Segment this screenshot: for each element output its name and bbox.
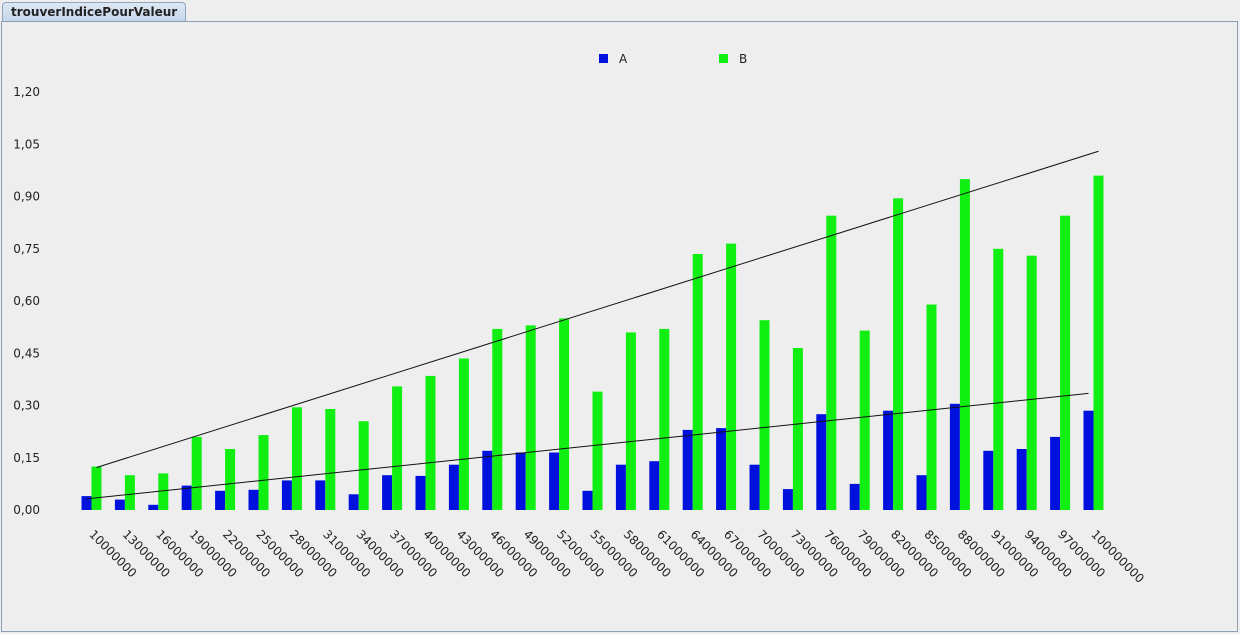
bar-b bbox=[993, 248, 1004, 511]
bar-b bbox=[91, 466, 102, 510]
y-tick-label: 0,30 bbox=[13, 399, 40, 413]
bar-a bbox=[448, 464, 459, 510]
bar-a bbox=[782, 489, 793, 510]
bar-a bbox=[716, 428, 727, 510]
bar-b bbox=[492, 328, 503, 510]
bar-b bbox=[792, 348, 803, 510]
bar-b bbox=[893, 198, 904, 511]
bar-b bbox=[1093, 175, 1104, 510]
bar-a bbox=[816, 414, 827, 510]
bar-a bbox=[916, 475, 927, 510]
bar-a bbox=[382, 475, 393, 510]
bar-b bbox=[425, 375, 436, 510]
bar-a bbox=[1016, 449, 1027, 510]
bar-a bbox=[615, 464, 626, 510]
bar-b bbox=[726, 243, 737, 510]
bar-a bbox=[114, 499, 125, 510]
bar-a bbox=[883, 410, 894, 510]
bar-a bbox=[315, 480, 326, 510]
bar-a bbox=[849, 483, 860, 510]
bar-a bbox=[215, 490, 226, 510]
legend-swatch-b bbox=[719, 54, 728, 63]
y-tick-label: 0,15 bbox=[13, 451, 40, 465]
bar-a bbox=[482, 450, 493, 510]
legend-label-b: B bbox=[739, 52, 747, 66]
bar-b bbox=[659, 328, 670, 510]
bar-a bbox=[148, 504, 159, 510]
bar-b bbox=[859, 330, 870, 510]
bar-b bbox=[458, 358, 469, 510]
bar-b bbox=[1026, 255, 1037, 510]
bar-a bbox=[415, 475, 426, 510]
bar-a bbox=[549, 452, 560, 510]
y-tick-label: 0,45 bbox=[13, 346, 40, 360]
bar-b bbox=[358, 421, 369, 510]
bar-a bbox=[81, 496, 92, 510]
bar-b bbox=[559, 318, 570, 510]
y-tick-label: 0,75 bbox=[13, 242, 40, 256]
bar-a bbox=[949, 403, 960, 510]
bar-a bbox=[749, 464, 760, 510]
y-tick-label: 1,20 bbox=[13, 85, 40, 99]
trendline-b bbox=[96, 150, 1099, 468]
bar-b bbox=[592, 391, 603, 510]
legend-swatch-a bbox=[599, 54, 608, 63]
bar-b bbox=[525, 325, 536, 510]
bar-b bbox=[926, 304, 937, 510]
bar-a bbox=[582, 490, 593, 510]
bar-b bbox=[258, 435, 269, 510]
bar-b bbox=[392, 386, 403, 510]
y-tick-label: 0,90 bbox=[13, 190, 40, 204]
bar-b bbox=[959, 179, 970, 510]
tab-title: trouverIndicePourValeur bbox=[11, 5, 178, 19]
bar-b bbox=[158, 473, 169, 510]
y-tick-label: 0,60 bbox=[13, 294, 40, 308]
bar-b bbox=[1060, 215, 1071, 510]
bar-a bbox=[682, 429, 693, 510]
bar-b bbox=[826, 215, 837, 510]
bar-a bbox=[281, 480, 292, 510]
legend-label-a: A bbox=[619, 52, 628, 66]
bar-a bbox=[248, 489, 259, 510]
bar-a bbox=[181, 485, 192, 510]
y-tick-label: 0,00 bbox=[13, 503, 40, 517]
bar-a bbox=[348, 494, 359, 510]
bar-a bbox=[649, 461, 660, 510]
bar-a bbox=[983, 450, 994, 510]
bar-b bbox=[692, 254, 703, 510]
bar-b bbox=[225, 449, 236, 510]
bar-b bbox=[124, 475, 135, 510]
bar-a bbox=[515, 452, 526, 510]
bar-b bbox=[759, 320, 770, 510]
bar-a bbox=[1050, 436, 1061, 510]
trendline-a bbox=[86, 392, 1089, 500]
bar-b bbox=[325, 409, 336, 510]
bar-b bbox=[291, 407, 302, 510]
bar-b bbox=[625, 332, 636, 510]
bar-b bbox=[191, 436, 202, 510]
bar-a bbox=[1083, 410, 1094, 510]
y-tick-label: 1,05 bbox=[13, 137, 40, 151]
chart-tab[interactable]: trouverIndicePourValeur bbox=[2, 2, 187, 21]
